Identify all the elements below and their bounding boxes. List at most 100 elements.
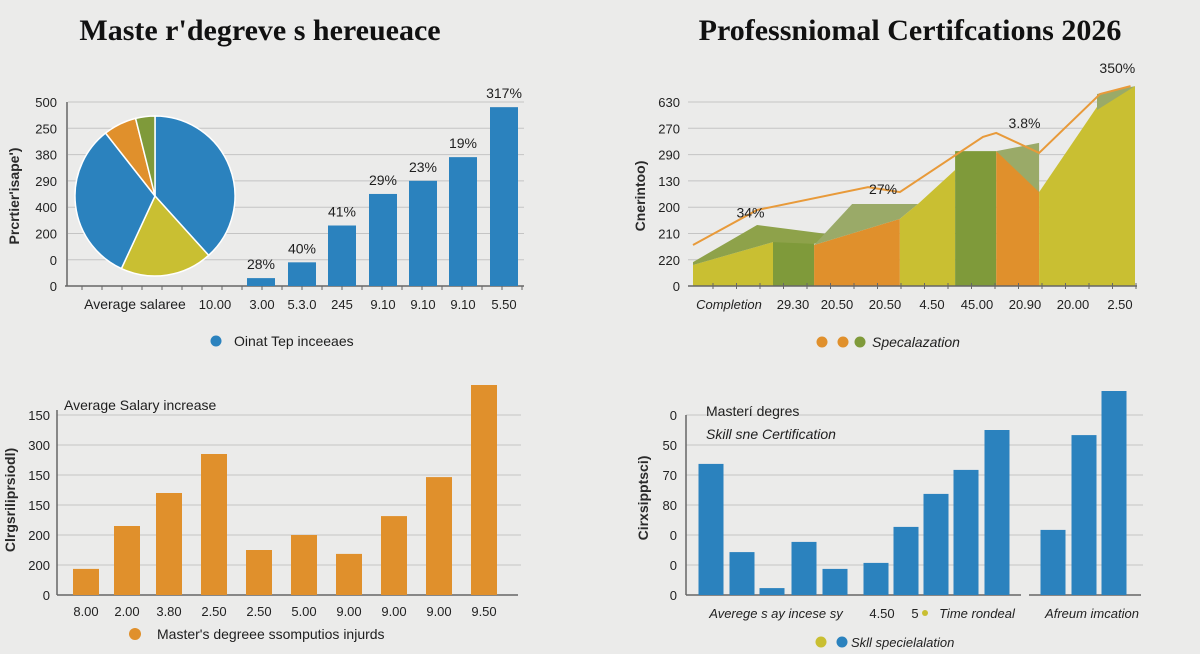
legend-label: Oinat Tep inceeaes: [234, 333, 354, 349]
x-tick-label: 20.50: [869, 297, 902, 312]
pie-slice: [74, 132, 156, 270]
bar: [953, 469, 979, 595]
y-tick-label: 300: [28, 438, 50, 453]
x-tick-label: Completion: [696, 297, 762, 312]
y-tick-label: 50: [663, 438, 677, 453]
data-label: 350%: [1099, 60, 1135, 76]
y-tick-label: 200: [28, 528, 50, 543]
bar: [288, 262, 316, 286]
x-tick-label: 2.50: [201, 604, 226, 619]
x-tick-label: 9.00: [336, 604, 361, 619]
y-tick-label: 200: [658, 200, 680, 215]
x-tick-label: 245: [331, 297, 353, 312]
trend-line: [692, 85, 1131, 246]
x-tick-label: 9.00: [426, 604, 451, 619]
bar: [1101, 391, 1127, 595]
legend-marker: [854, 336, 866, 348]
bar: [698, 463, 724, 595]
x-tick-label: 5.50: [491, 297, 516, 312]
x-tick-label: 2.50: [246, 604, 271, 619]
legend-marker: [922, 610, 928, 616]
chart-4-title: Masterí degres: [706, 403, 799, 419]
bar: [1071, 435, 1097, 595]
bar: [791, 541, 817, 595]
bar: [73, 568, 99, 595]
bar: [114, 526, 140, 595]
bar: [336, 553, 362, 595]
x-tick-label: 20.00: [1057, 297, 1090, 312]
bar: [246, 550, 272, 595]
legend-marker: [129, 628, 141, 640]
x-tick-label: Time rondeal: [939, 606, 1016, 621]
y-tick-label: 250: [35, 121, 57, 136]
x-tick-label: 9.00: [381, 604, 406, 619]
y-axis-label: Prcrtier'isape'): [6, 148, 22, 245]
y-tick-label: 380: [35, 148, 57, 163]
bar-data-label: 317%: [486, 85, 522, 101]
x-tick-label: 3.00: [249, 297, 274, 312]
y-axis-label: Cnerintoo): [632, 161, 648, 232]
legend-marker: [815, 636, 827, 648]
x-tick-label: 8.00: [73, 604, 98, 619]
bar: [863, 562, 889, 595]
y-tick-label: 200: [35, 227, 57, 242]
y-tick-label: 0: [673, 279, 680, 294]
x-tick-label: 2.50: [1107, 297, 1132, 312]
y-tick-label: 150: [28, 408, 50, 423]
bar-data-label: 23%: [409, 159, 437, 175]
chart-1-title: Maste r'degreve s hereueace: [79, 14, 440, 47]
y-tick-label: 80: [663, 498, 677, 513]
area-segment: [899, 170, 956, 286]
bar-data-label: 29%: [369, 172, 397, 188]
y-axis-label: Cirxsipptsci): [635, 456, 651, 541]
legend-label: Master's degreee ssomputios injurds: [157, 626, 385, 642]
y-tick-label: 0: [670, 558, 677, 573]
y-tick-label: 0: [670, 408, 677, 423]
area-segment: [1039, 86, 1135, 287]
area-segment: [955, 151, 997, 286]
x-tick-label: 5.00: [291, 604, 316, 619]
y-tick-label: 70: [663, 468, 677, 483]
y-tick-label: 220: [658, 253, 680, 268]
bar: [984, 430, 1010, 595]
y-tick-label: 290: [658, 148, 680, 163]
legend-marker: [836, 636, 848, 648]
x-tick-label: 4.50: [869, 606, 894, 621]
area-segment: [693, 242, 774, 286]
x-tick-label: 4.50: [919, 297, 944, 312]
bar: [822, 568, 848, 595]
bar: [201, 454, 227, 595]
y-tick-label: 130: [658, 174, 680, 189]
x-tick-label: 5.3.0: [288, 297, 317, 312]
bar: [426, 477, 452, 595]
bar: [449, 157, 477, 286]
chart-3-title: Average Salary increase: [64, 397, 216, 413]
y-axis-label: Clrgsriliprsiodl): [2, 448, 18, 552]
bar: [291, 535, 317, 595]
y-tick-label: 0: [50, 253, 57, 268]
area-segment: [814, 218, 900, 286]
bar: [893, 526, 919, 595]
bar: [490, 107, 518, 286]
pie-slice: [120, 194, 210, 277]
legend-marker: [210, 335, 222, 347]
y-tick-label: 500: [35, 95, 57, 110]
x-tick-label: 5: [911, 606, 918, 621]
x-tick-label: 9.10: [450, 297, 475, 312]
x-tick-label: 10.00: [199, 297, 232, 312]
y-tick-label: 210: [658, 227, 680, 242]
bar: [156, 493, 182, 595]
x-tick-label: 20.50: [821, 297, 854, 312]
bar: [369, 193, 397, 286]
bar-data-label: 19%: [449, 135, 477, 151]
y-tick-label: 630: [658, 95, 680, 110]
data-label: 3.8%: [1009, 115, 1041, 131]
y-tick-label: 0: [43, 588, 50, 603]
legend-label: Specalazation: [872, 334, 960, 350]
bar: [923, 493, 949, 595]
area-segment: [996, 142, 1040, 193]
chart-4-subtitle: Skill sne Certification: [706, 426, 836, 442]
x-tick-label: 20.90: [1009, 297, 1042, 312]
x-tick-label: 45.00: [961, 297, 994, 312]
